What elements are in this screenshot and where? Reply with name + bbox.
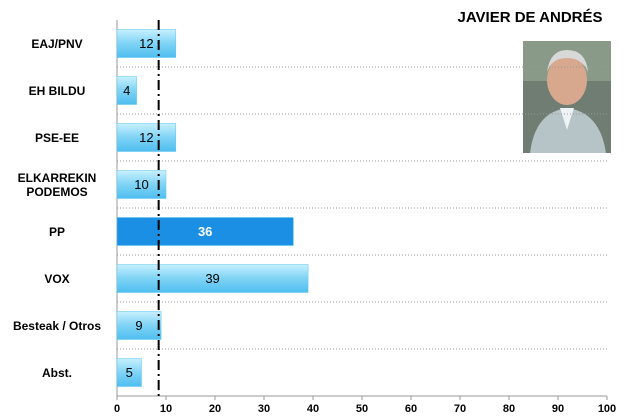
x-tick-label: 80 — [503, 403, 515, 415]
x-tick-label: 20 — [209, 403, 221, 415]
x-tick-label: 30 — [258, 403, 270, 415]
x-tick-label: 40 — [307, 403, 319, 415]
x-tick-label: 60 — [405, 403, 417, 415]
chart-title: JAVIER DE ANDRÉS — [457, 9, 602, 26]
x-tick-label: 100 — [598, 403, 616, 415]
x-tick-label: 0 — [114, 403, 120, 415]
bar — [116, 29, 177, 58]
bar — [116, 358, 142, 387]
value-label: 12 — [139, 130, 153, 145]
bar — [116, 217, 294, 246]
category-label: ELKARREKIN PODEMOS — [17, 170, 97, 199]
value-label: 4 — [123, 83, 130, 98]
category-label: PP — [48, 224, 65, 239]
value-label: 39 — [205, 271, 219, 286]
x-tick-label: 90 — [552, 403, 564, 415]
value-label: 5 — [126, 365, 133, 380]
bar — [116, 264, 309, 293]
category-label: EAJ/PNV — [31, 36, 83, 51]
bar — [116, 311, 162, 340]
value-label: 36 — [198, 224, 212, 239]
category-label: EH BILDU — [28, 83, 86, 98]
x-tick-label: 70 — [454, 403, 466, 415]
category-label: VOX — [44, 271, 70, 286]
x-tick-label: 50 — [356, 403, 368, 415]
photo — [523, 41, 611, 153]
value-label: 9 — [135, 318, 142, 333]
value-label: 10 — [134, 177, 148, 192]
bar — [116, 76, 137, 105]
category-label: Abst. — [42, 365, 72, 380]
bar — [116, 123, 177, 152]
category-label: Besteak / Otros — [12, 318, 102, 333]
value-label: 12 — [139, 36, 153, 51]
x-tick-label: 10 — [160, 403, 172, 415]
category-label: PSE-EE — [34, 130, 79, 145]
